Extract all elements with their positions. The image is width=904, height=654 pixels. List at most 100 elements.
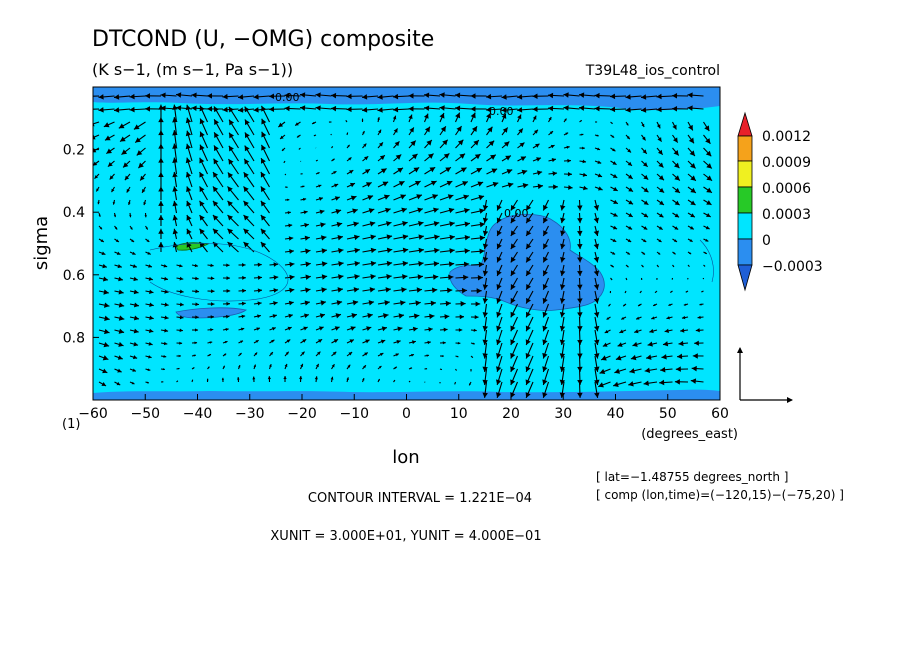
wind-vector-arrow <box>610 264 615 268</box>
x-tick-label: −20 <box>287 406 317 422</box>
wind-vector-arrow <box>641 251 646 255</box>
wind-vector-arrow <box>424 180 437 188</box>
wind-vector-arrow <box>635 316 642 320</box>
wind-vector-arrow <box>253 327 261 331</box>
wind-vector-arrow <box>158 228 164 240</box>
wind-vector-arrow <box>408 274 424 280</box>
wind-vector-arrow <box>694 340 704 346</box>
wind-vector-arrow <box>222 340 228 344</box>
wind-vector-arrow <box>602 342 611 347</box>
wind-vector-arrow <box>424 327 433 332</box>
wind-vector-arrow <box>377 168 387 175</box>
colorbar-label-0: 0.0012 <box>762 129 811 145</box>
wind-vector-arrow <box>199 157 208 175</box>
colorbar-bin-0003 <box>737 186 753 214</box>
wind-vector-arrow <box>393 140 400 149</box>
wind-vector-arrow <box>160 302 169 307</box>
wind-vector-arrow <box>439 261 455 267</box>
wind-vector-arrow <box>158 171 164 188</box>
wind-vector-arrow <box>361 118 364 123</box>
wind-vector-arrow <box>221 377 225 383</box>
wind-vector-arrow <box>687 225 695 230</box>
wind-vector-arrow <box>158 186 164 201</box>
wind-vector-arrow <box>482 264 489 277</box>
wind-vector-arrow <box>525 368 534 386</box>
wind-vector-arrow <box>594 381 600 398</box>
wind-vector-arrow <box>260 144 270 162</box>
wind-vector-arrow <box>244 145 255 162</box>
wind-vector-arrow <box>542 290 550 304</box>
wind-vector-arrow <box>377 207 391 214</box>
wind-vector-arrow <box>172 171 178 188</box>
x-tick-label: −60 <box>78 406 108 422</box>
wind-vector-arrow <box>199 200 208 214</box>
wind-vector-arrow <box>207 341 213 344</box>
wind-vector-arrow <box>253 94 270 100</box>
wind-vector-arrow <box>300 313 310 319</box>
wind-vector-arrow <box>656 134 662 142</box>
wind-vector-arrow <box>227 214 239 227</box>
wind-vector-arrow <box>269 351 274 357</box>
wind-vector-arrow <box>610 199 619 205</box>
wind-vector-arrow <box>548 184 558 190</box>
wind-vector-arrow <box>185 104 193 123</box>
wind-vector-arrow <box>542 329 550 346</box>
wind-vector-arrow <box>563 105 580 111</box>
wind-vector-arrow <box>424 368 428 370</box>
wind-vector-arrow <box>495 368 503 386</box>
wind-vector-arrow <box>160 315 169 320</box>
wind-vector-arrow <box>687 160 696 169</box>
wind-vector-arrow <box>699 303 704 306</box>
wind-vector-arrow <box>331 248 344 254</box>
wind-vector-arrow <box>228 145 239 162</box>
wind-vector-arrow <box>609 106 627 113</box>
x-tick-label: −40 <box>183 406 213 422</box>
wind-vector-arrow <box>243 158 255 175</box>
wind-vector-arrow <box>111 186 115 193</box>
wind-vector-arrow <box>129 238 135 243</box>
wind-vector-arrow <box>687 134 695 144</box>
wind-vector-arrow <box>114 381 121 386</box>
wind-vector-arrow <box>362 352 369 357</box>
wind-vector-arrow <box>470 181 484 188</box>
wind-vector-arrow <box>470 248 485 255</box>
wind-vector-arrow <box>454 381 457 385</box>
wind-vector-arrow <box>114 368 122 373</box>
wind-vector-arrow <box>160 328 169 333</box>
wind-vector-arrow <box>158 200 164 214</box>
wind-vector-arrow <box>641 121 645 128</box>
wind-vector-arrow <box>408 287 423 293</box>
wind-vector-arrow <box>594 329 600 346</box>
wind-vector-arrow <box>578 92 596 98</box>
wind-vector-arrow <box>563 171 572 177</box>
wind-vector-arrow <box>594 160 602 164</box>
wind-vector-arrow <box>610 186 618 192</box>
colorbar-cap-top <box>737 111 753 137</box>
wind-vector-arrow <box>408 313 420 319</box>
wind-vector-arrow <box>393 366 398 370</box>
wind-vector-arrow <box>501 141 510 149</box>
wind-vector-arrow <box>213 119 224 136</box>
wind-vector-arrow <box>362 168 371 175</box>
wind-vector-arrow <box>672 134 679 143</box>
wind-vector-arrow <box>532 106 549 112</box>
x-axis-unit: (degrees_east) <box>641 427 738 442</box>
wind-vector-arrow <box>228 106 239 123</box>
wind-vector-arrow <box>160 381 164 383</box>
wind-vector-arrow <box>260 105 270 123</box>
wind-vector-arrow <box>98 225 103 230</box>
wind-vector-arrow <box>300 261 311 267</box>
wind-vector-arrow <box>470 315 479 320</box>
wind-vector-arrow <box>175 92 193 98</box>
wind-vector-arrow <box>408 220 424 227</box>
wind-vector-arrow <box>299 92 317 98</box>
wind-vector-arrow <box>243 200 255 214</box>
wind-vector-arrow <box>510 303 518 318</box>
wind-vector-arrow <box>703 160 713 169</box>
wind-vector-arrow <box>129 264 137 268</box>
wind-vector-arrow <box>559 355 566 372</box>
wind-vector-arrow <box>118 121 131 129</box>
wind-vector-arrow <box>269 339 275 344</box>
wind-vector-arrow <box>172 104 178 123</box>
wind-vector-arrow <box>260 228 270 240</box>
